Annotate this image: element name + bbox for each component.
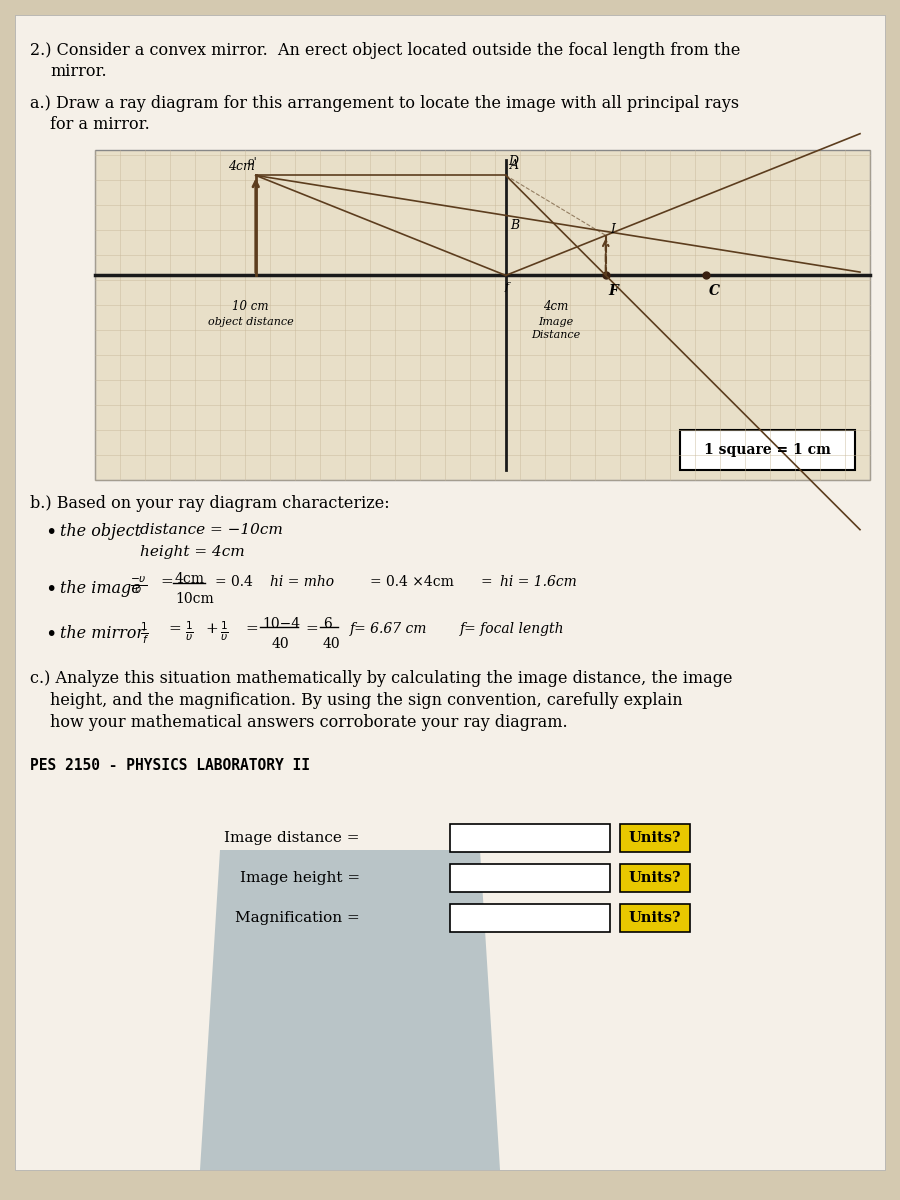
Text: 6: 6 <box>323 617 332 631</box>
Text: 4cm: 4cm <box>228 161 255 174</box>
Text: D: D <box>508 155 518 168</box>
Text: PES 2150 - PHYSICS LABORATORY II: PES 2150 - PHYSICS LABORATORY II <box>30 758 310 773</box>
Text: the image: the image <box>60 580 140 596</box>
Bar <box>95 150 870 480</box>
Text: •: • <box>45 625 57 644</box>
Text: o': o' <box>248 157 257 168</box>
Text: 4cm: 4cm <box>543 300 569 313</box>
Text: a.) Draw a ray diagram for this arrangement to locate the image with all princip: a.) Draw a ray diagram for this arrangem… <box>30 95 739 112</box>
Text: Image height =: Image height = <box>240 871 360 886</box>
Text: the mirror: the mirror <box>60 625 144 642</box>
Text: C: C <box>709 284 720 299</box>
Text: 10cm: 10cm <box>175 592 214 606</box>
Text: hi = mho: hi = mho <box>270 575 334 589</box>
Text: 1 square = 1 cm: 1 square = 1 cm <box>704 443 831 457</box>
Text: distance = −10cm: distance = −10cm <box>140 523 283 538</box>
Text: object distance: object distance <box>208 317 293 328</box>
Text: Magnification =: Magnification = <box>235 911 360 925</box>
Text: b.) Based on your ray diagram characterize:: b.) Based on your ray diagram characteri… <box>30 494 390 512</box>
Text: =: = <box>305 622 318 636</box>
Bar <box>620 904 690 932</box>
Text: hi = 1.6cm: hi = 1.6cm <box>500 575 577 589</box>
Text: +: + <box>205 622 218 636</box>
Text: =: = <box>168 622 181 636</box>
Text: c.) Analyze this situation mathematically by calculating the image distance, the: c.) Analyze this situation mathematicall… <box>30 670 733 686</box>
Bar <box>450 824 610 852</box>
Text: 2.) Consider a convex mirror.  An erect object located outside the focal length : 2.) Consider a convex mirror. An erect o… <box>30 42 741 59</box>
Text: = 0.4 ×4cm: = 0.4 ×4cm <box>370 575 454 589</box>
Text: A: A <box>509 160 518 173</box>
Text: height, and the magnification. By using the sign convention, carefully explain: height, and the magnification. By using … <box>50 692 682 709</box>
Text: $\frac{1}{\upsilon}$: $\frac{1}{\upsilon}$ <box>185 620 193 643</box>
Text: 10 cm: 10 cm <box>232 300 269 313</box>
Bar <box>620 864 690 892</box>
Text: the object: the object <box>60 523 141 540</box>
Text: f: f <box>505 282 508 293</box>
Bar <box>450 904 610 932</box>
Bar <box>450 864 610 892</box>
Text: F: F <box>608 284 618 299</box>
Text: Units?: Units? <box>629 911 681 925</box>
Text: for a mirror.: for a mirror. <box>50 116 149 133</box>
Text: =: = <box>160 575 173 589</box>
Text: how your mathematical answers corroborate your ray diagram.: how your mathematical answers corroborat… <box>50 714 568 731</box>
Text: f= focal length: f= focal length <box>460 622 564 636</box>
Text: 40: 40 <box>323 637 340 650</box>
Text: Distance: Distance <box>531 330 580 341</box>
Text: =: = <box>480 575 491 589</box>
Text: Units?: Units? <box>629 830 681 845</box>
Text: •: • <box>45 580 57 599</box>
Text: $\frac{1}{\upsilon}$: $\frac{1}{\upsilon}$ <box>220 620 229 643</box>
Text: I: I <box>610 223 615 236</box>
Text: Image: Image <box>538 317 573 328</box>
Text: 10−4: 10−4 <box>262 617 300 631</box>
Text: Units?: Units? <box>629 871 681 886</box>
Text: 4cm: 4cm <box>175 572 205 586</box>
Text: = 0.4: = 0.4 <box>215 575 253 589</box>
Text: $\frac{1}{f}$: $\frac{1}{f}$ <box>140 620 149 646</box>
Bar <box>620 824 690 852</box>
Text: •: • <box>45 523 57 542</box>
Text: 40: 40 <box>272 637 290 650</box>
Text: height = 4cm: height = 4cm <box>140 545 245 559</box>
Text: =: = <box>245 622 257 636</box>
Polygon shape <box>200 850 500 1170</box>
Bar <box>680 430 855 470</box>
Text: $\frac{-\upsilon}{\upsilon}$: $\frac{-\upsilon}{\upsilon}$ <box>130 575 147 596</box>
Text: mirror.: mirror. <box>50 62 106 80</box>
Text: f= 6.67 cm: f= 6.67 cm <box>350 622 428 636</box>
Text: Image distance =: Image distance = <box>224 830 360 845</box>
Text: B: B <box>509 220 519 233</box>
